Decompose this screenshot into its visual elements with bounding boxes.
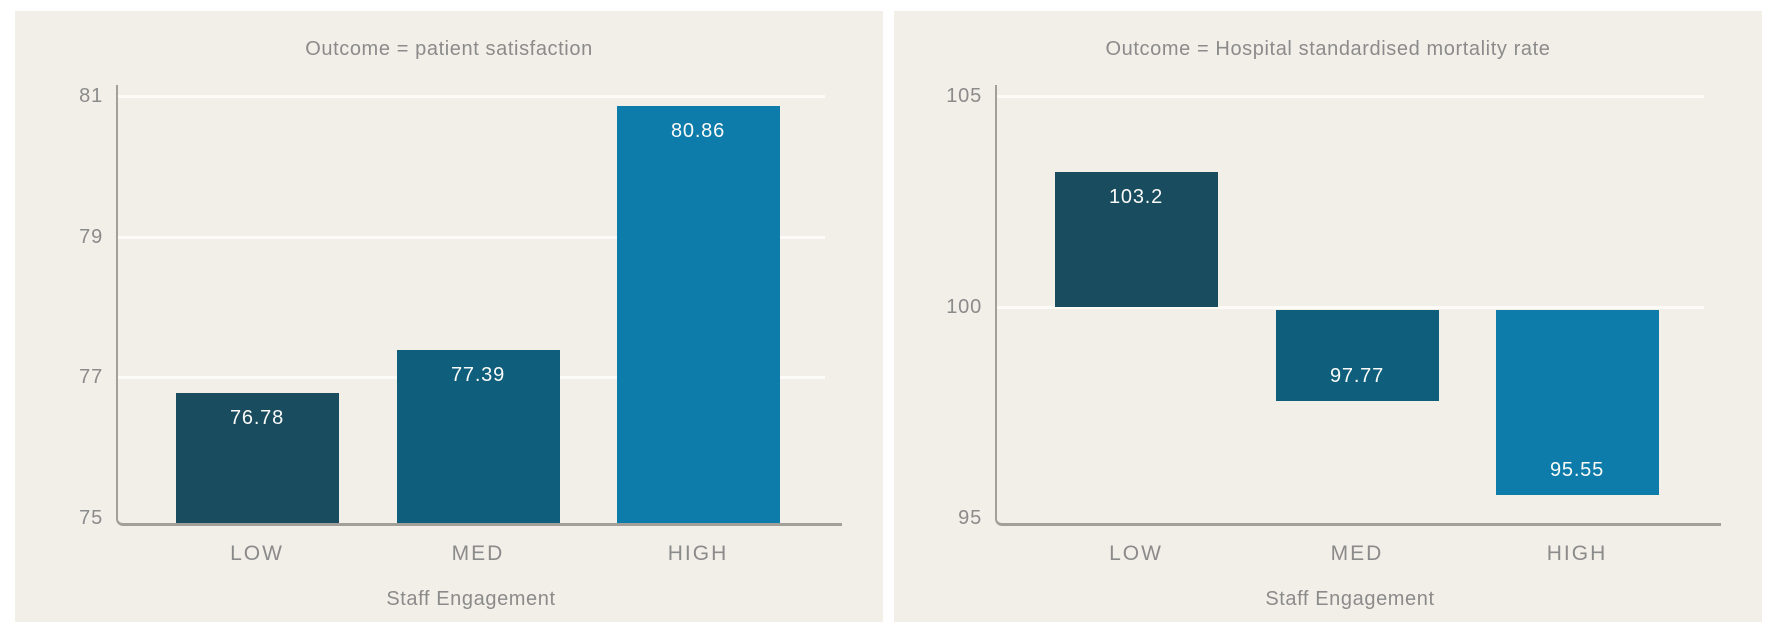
bar-high: 80.86	[616, 105, 780, 523]
plot-area: 95 100 105 103.2 LOW 97.77 MED 95.55 HIGH	[894, 11, 1762, 622]
y-tick-label: 77	[79, 366, 103, 389]
chart-title: Outcome = Hospital standardised mortalit…	[1105, 38, 1551, 60]
bar-value-label: 103.2	[1108, 185, 1164, 208]
bar-value-label: 77.39	[450, 363, 506, 386]
y-tick-label: 100	[946, 296, 982, 318]
y-tick-label: 81	[79, 85, 103, 107]
y-tick-label: 75	[79, 507, 103, 529]
bar-med: 77.39	[396, 349, 560, 523]
axis-lines	[116, 85, 842, 526]
x-tick-label-low: LOW	[1109, 542, 1163, 565]
axis-lines	[995, 85, 1721, 526]
x-tick-label-med: MED	[451, 542, 505, 565]
bar-med: 97.77	[1275, 310, 1439, 402]
gridline	[996, 95, 1704, 98]
bar-value-label: 95.55	[1549, 458, 1605, 481]
gridline	[996, 306, 1704, 309]
bar-value-label: 76.78	[229, 406, 285, 429]
y-tick-label: 79	[79, 225, 103, 248]
y-tick-label: 95	[958, 507, 982, 529]
chart-panel-mortality-rate: Outcome = Hospital standardised mortalit…	[894, 11, 1762, 622]
x-tick-label-med: MED	[1330, 542, 1384, 565]
plot-area: 75 77 79 81 76.78 LOW 77.39 MED 80.86 HIGH	[15, 11, 883, 622]
bar-value-label: 97.77	[1329, 365, 1385, 388]
bar-value-label: 80.86	[670, 119, 726, 142]
x-axis-title: Staff Engagement	[1265, 588, 1435, 610]
bar-low: 76.78	[175, 392, 339, 523]
x-tick-label-high: HIGH	[667, 542, 729, 565]
chart-title: Outcome = patient satisfaction	[305, 38, 593, 60]
x-tick-label-low: LOW	[230, 542, 284, 565]
y-tick-label: 105	[946, 85, 982, 107]
bar-low: 103.2	[1054, 171, 1218, 307]
bar-high: 95.55	[1495, 310, 1659, 495]
gridline	[117, 235, 825, 239]
x-tick-label-high: HIGH	[1546, 542, 1608, 565]
x-axis-title: Staff Engagement	[386, 588, 556, 610]
chart-panel-patient-satisfaction: Outcome = patient satisfaction 75 77 79 81 7…	[15, 11, 883, 622]
gridline	[117, 95, 825, 98]
